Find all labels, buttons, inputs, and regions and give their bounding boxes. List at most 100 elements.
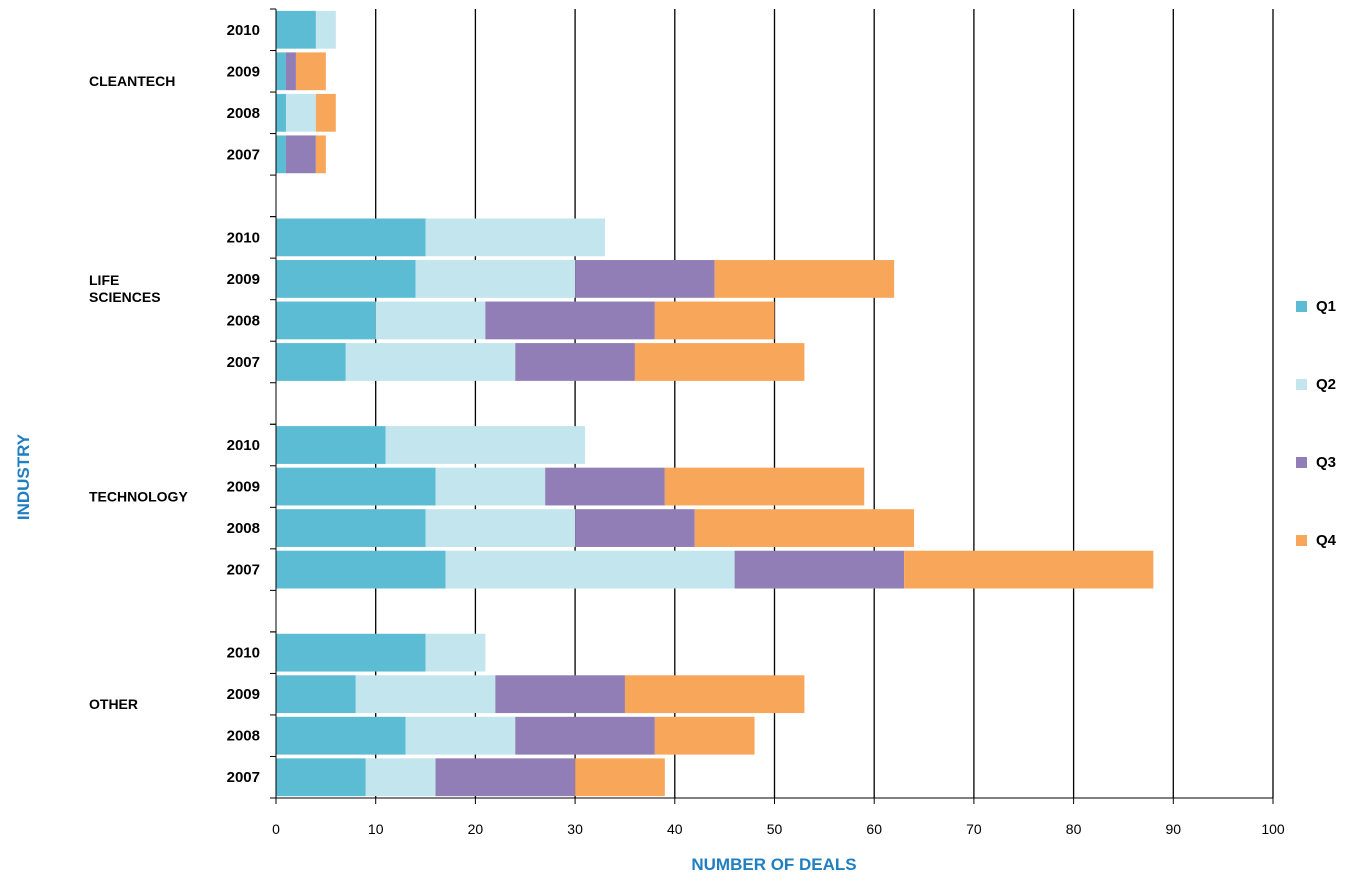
bar-technology-2008-q1 bbox=[276, 509, 426, 547]
legend: Q1 Q2 Q3 Q4 bbox=[1296, 298, 1337, 549]
bar-cleantech-2010-q1 bbox=[276, 10, 316, 49]
bar-other-2010-q2 bbox=[425, 633, 486, 672]
legend-swatch-q4 bbox=[1296, 535, 1307, 546]
bar-life-sciences-2008-q1 bbox=[276, 301, 376, 340]
bar-life-sciences-2008-q4 bbox=[654, 301, 775, 340]
x-tick-label: 30 bbox=[567, 821, 583, 837]
bar-technology-2009-q2 bbox=[435, 467, 546, 506]
bar-other-2010-q1 bbox=[276, 633, 426, 672]
x-tick-label: 50 bbox=[767, 821, 783, 837]
year-label: 2010 bbox=[227, 437, 260, 454]
year-label: 2008 bbox=[227, 105, 260, 122]
legend-swatch-q2 bbox=[1296, 379, 1307, 390]
bar-technology-2007-q2 bbox=[445, 550, 735, 589]
year-label: 2007 bbox=[227, 562, 260, 579]
year-label: 2009 bbox=[227, 686, 260, 703]
bar-other-2007-q2 bbox=[365, 758, 436, 797]
bar-life-sciences-2007-q3 bbox=[515, 343, 635, 381]
bar-cleantech-2009-q1 bbox=[276, 52, 286, 91]
bar-technology-2007-q3 bbox=[734, 550, 905, 589]
category-labels: 2010 2009 2008 2007 CLEANTECH 2010 2009 2008 200… bbox=[89, 22, 260, 786]
industry-label: TECHNOLOGY bbox=[89, 488, 188, 504]
bars bbox=[276, 10, 1154, 797]
legend-swatch-q1 bbox=[1296, 301, 1307, 312]
bar-other-2009-q3 bbox=[495, 675, 625, 714]
bar-other-2008-q1 bbox=[276, 716, 406, 755]
bar-cleantech-2008-q4 bbox=[315, 93, 336, 132]
bar-cleantech-2008-q1 bbox=[276, 93, 286, 132]
bar-technology-2009-q4 bbox=[664, 467, 865, 506]
grid-lines bbox=[375, 9, 1274, 798]
bar-technology-2010-q2 bbox=[385, 426, 586, 464]
bar-other-2008-q2 bbox=[405, 716, 516, 755]
legend-swatch-q3 bbox=[1296, 457, 1307, 468]
bar-life-sciences-2007-q2 bbox=[345, 343, 516, 381]
bar-technology-2009-q1 bbox=[276, 467, 436, 506]
bar-life-sciences-2008-q3 bbox=[485, 301, 655, 340]
legend-label-q1: Q1 bbox=[1316, 298, 1336, 315]
bar-other-2009-q2 bbox=[355, 675, 496, 714]
year-label: 2008 bbox=[227, 520, 260, 537]
x-tick-label: 0 bbox=[272, 821, 280, 837]
bar-technology-2007-q1 bbox=[276, 550, 446, 589]
bar-technology-2010-q1 bbox=[276, 426, 386, 464]
x-tick-label: 10 bbox=[368, 821, 384, 837]
bar-other-2007-q3 bbox=[435, 758, 576, 797]
x-tick-label: 20 bbox=[468, 821, 484, 837]
bar-technology-2008-q3 bbox=[575, 509, 695, 547]
bar-life-sciences-2010-q1 bbox=[276, 218, 426, 257]
bar-technology-2007-q4 bbox=[904, 550, 1154, 589]
bar-cleantech-2010-q2 bbox=[315, 10, 336, 49]
year-label: 2007 bbox=[227, 146, 260, 163]
y-axis-title: INDUSTRY bbox=[14, 433, 33, 520]
year-label: 2007 bbox=[227, 769, 260, 786]
bar-life-sciences-2009-q3 bbox=[575, 260, 715, 298]
x-tick-label: 90 bbox=[1166, 821, 1182, 837]
year-label: 2010 bbox=[227, 22, 260, 39]
year-label: 2009 bbox=[227, 479, 260, 496]
legend-label-q4: Q4 bbox=[1316, 532, 1337, 549]
x-tick-labels: 0 10 20 30 40 50 60 70 80 90 100 bbox=[272, 821, 1285, 837]
bar-technology-2008-q2 bbox=[425, 509, 576, 547]
bar-technology-2008-q4 bbox=[694, 509, 915, 547]
bar-life-sciences-2007-q4 bbox=[634, 343, 805, 381]
bar-life-sciences-2009-q4 bbox=[714, 260, 895, 298]
year-label: 2008 bbox=[227, 728, 260, 745]
bar-other-2007-q1 bbox=[276, 758, 366, 797]
bar-cleantech-2009-q3 bbox=[285, 52, 296, 91]
year-label: 2008 bbox=[227, 312, 260, 329]
x-tick-label: 40 bbox=[667, 821, 683, 837]
x-tick-label: 70 bbox=[966, 821, 982, 837]
bar-cleantech-2007-q3 bbox=[285, 135, 316, 174]
bar-cleantech-2007-q4 bbox=[315, 135, 326, 174]
bar-cleantech-2008-q2 bbox=[285, 93, 316, 132]
industry-label: CLEANTECH bbox=[89, 73, 175, 89]
year-label: 2009 bbox=[227, 271, 260, 288]
bar-other-2009-q1 bbox=[276, 675, 356, 714]
year-label: 2010 bbox=[227, 229, 260, 246]
bar-life-sciences-2009-q2 bbox=[415, 260, 576, 298]
bar-life-sciences-2008-q2 bbox=[375, 301, 486, 340]
x-tick-label: 60 bbox=[866, 821, 882, 837]
x-tick-label: 100 bbox=[1261, 821, 1285, 837]
axes bbox=[270, 8, 1274, 804]
industry-label: OTHER bbox=[89, 696, 138, 712]
bar-cleantech-2007-q1 bbox=[276, 135, 286, 174]
legend-label-q3: Q3 bbox=[1316, 454, 1336, 471]
year-label: 2009 bbox=[227, 63, 260, 80]
industry-label: LIFE SCIENCES bbox=[89, 272, 161, 305]
bar-life-sciences-2009-q1 bbox=[276, 260, 416, 298]
bar-other-2009-q4 bbox=[624, 675, 805, 714]
x-tick-label: 80 bbox=[1066, 821, 1082, 837]
bar-life-sciences-2007-q1 bbox=[276, 343, 346, 381]
x-axis-title: NUMBER OF DEALS bbox=[691, 855, 856, 874]
bar-other-2008-q3 bbox=[515, 716, 655, 755]
year-label: 2010 bbox=[227, 645, 260, 662]
bar-technology-2009-q3 bbox=[545, 467, 665, 506]
bar-other-2007-q4 bbox=[575, 758, 665, 797]
legend-label-q2: Q2 bbox=[1316, 376, 1336, 393]
bar-life-sciences-2010-q2 bbox=[425, 218, 606, 257]
bar-cleantech-2009-q4 bbox=[295, 52, 326, 91]
bar-other-2008-q4 bbox=[654, 716, 755, 755]
